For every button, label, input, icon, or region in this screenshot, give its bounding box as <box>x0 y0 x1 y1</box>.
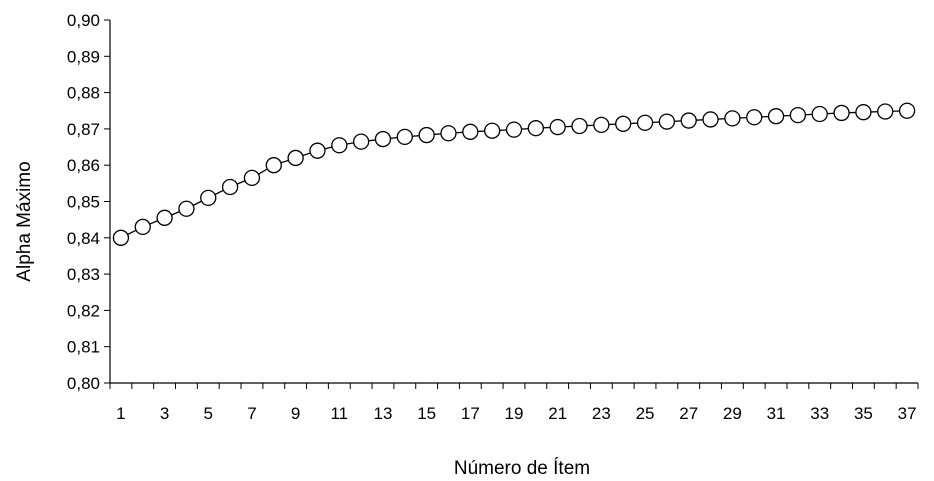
data-point <box>593 116 610 134</box>
data-point <box>484 122 501 139</box>
x-tick-label: 3 <box>160 404 169 423</box>
x-tick-label: 25 <box>636 404 655 423</box>
x-tick-label: 11 <box>330 404 348 423</box>
x-tick-label: 5 <box>204 404 213 423</box>
data-point <box>331 137 348 154</box>
y-axis-title: Alpha Máximo <box>14 161 35 281</box>
data-point <box>746 109 763 126</box>
x-tick-label: 13 <box>374 404 393 423</box>
x-tick-label: 27 <box>679 404 698 423</box>
data-point <box>221 178 239 196</box>
x-tick-label: 1 <box>116 404 125 423</box>
data-point <box>352 133 370 150</box>
data-point <box>309 142 326 159</box>
data-point <box>549 118 566 136</box>
y-tick-label: 0,80 <box>67 374 100 393</box>
x-tick-label: 37 <box>898 404 917 423</box>
data-point <box>811 105 828 123</box>
data-point <box>265 157 282 174</box>
y-tick-label: 0,82 <box>67 301 100 320</box>
y-tick-label: 0,85 <box>67 193 100 212</box>
y-tick-label: 0,87 <box>67 120 100 139</box>
data-point <box>636 114 654 131</box>
x-tick-label: 23 <box>592 404 611 423</box>
y-tick-label: 0,88 <box>67 84 100 103</box>
x-tick-label: 15 <box>417 404 436 423</box>
data-point <box>833 104 850 122</box>
data-point <box>287 149 304 167</box>
x-axis-ticks: 1 3 5 7 9 11 13 15 17 19 21 23 25 27 29 31 33 35 37 <box>109 383 919 423</box>
x-tick-label: 33 <box>810 404 829 423</box>
y-tick-label: 0,83 <box>67 265 100 284</box>
x-tick-label: 7 <box>247 404 256 423</box>
data-point <box>374 130 392 148</box>
data-point <box>527 120 544 137</box>
data-point <box>789 106 807 124</box>
data-point <box>156 209 173 226</box>
x-tick-label: 17 <box>461 404 480 423</box>
y-tick-label: 0,89 <box>67 47 100 66</box>
data-point <box>396 128 413 146</box>
data-point <box>505 121 523 138</box>
y-tick-label: 0,81 <box>67 338 100 357</box>
x-tick-label: 31 <box>767 404 786 423</box>
data-point <box>243 169 261 187</box>
data-point <box>571 117 588 135</box>
x-axis-title: Número de Ítem <box>454 458 590 479</box>
data-point <box>440 125 457 142</box>
data-point <box>615 115 632 132</box>
x-tick-label: 19 <box>505 404 524 423</box>
data-point <box>418 126 435 144</box>
data-point <box>877 103 894 120</box>
data-point <box>702 111 719 128</box>
data-point <box>112 229 130 246</box>
y-tick-label: 0,90 <box>67 11 100 30</box>
x-tick-label: 29 <box>723 404 742 423</box>
y-tick-label: 0,84 <box>67 229 100 248</box>
data-point <box>767 108 785 125</box>
y-tick-label: 0,86 <box>67 156 100 175</box>
x-tick-label: 9 <box>291 404 300 423</box>
data-point <box>898 102 916 119</box>
data-point <box>178 200 195 217</box>
x-tick-label: 35 <box>854 404 873 423</box>
data-point <box>855 104 872 121</box>
y-axis-ticks: 0,80 0,81 0,82 0,83 0,84 0,85 0,86 0,87 0,88 0,89… <box>67 11 110 393</box>
data-point <box>462 123 479 140</box>
data-point <box>134 218 151 236</box>
data-point <box>658 113 676 130</box>
data-point <box>200 189 217 207</box>
data-point <box>724 110 741 127</box>
data-point <box>680 112 697 129</box>
x-tick-label: 21 <box>548 404 567 423</box>
series-markers <box>112 102 916 246</box>
